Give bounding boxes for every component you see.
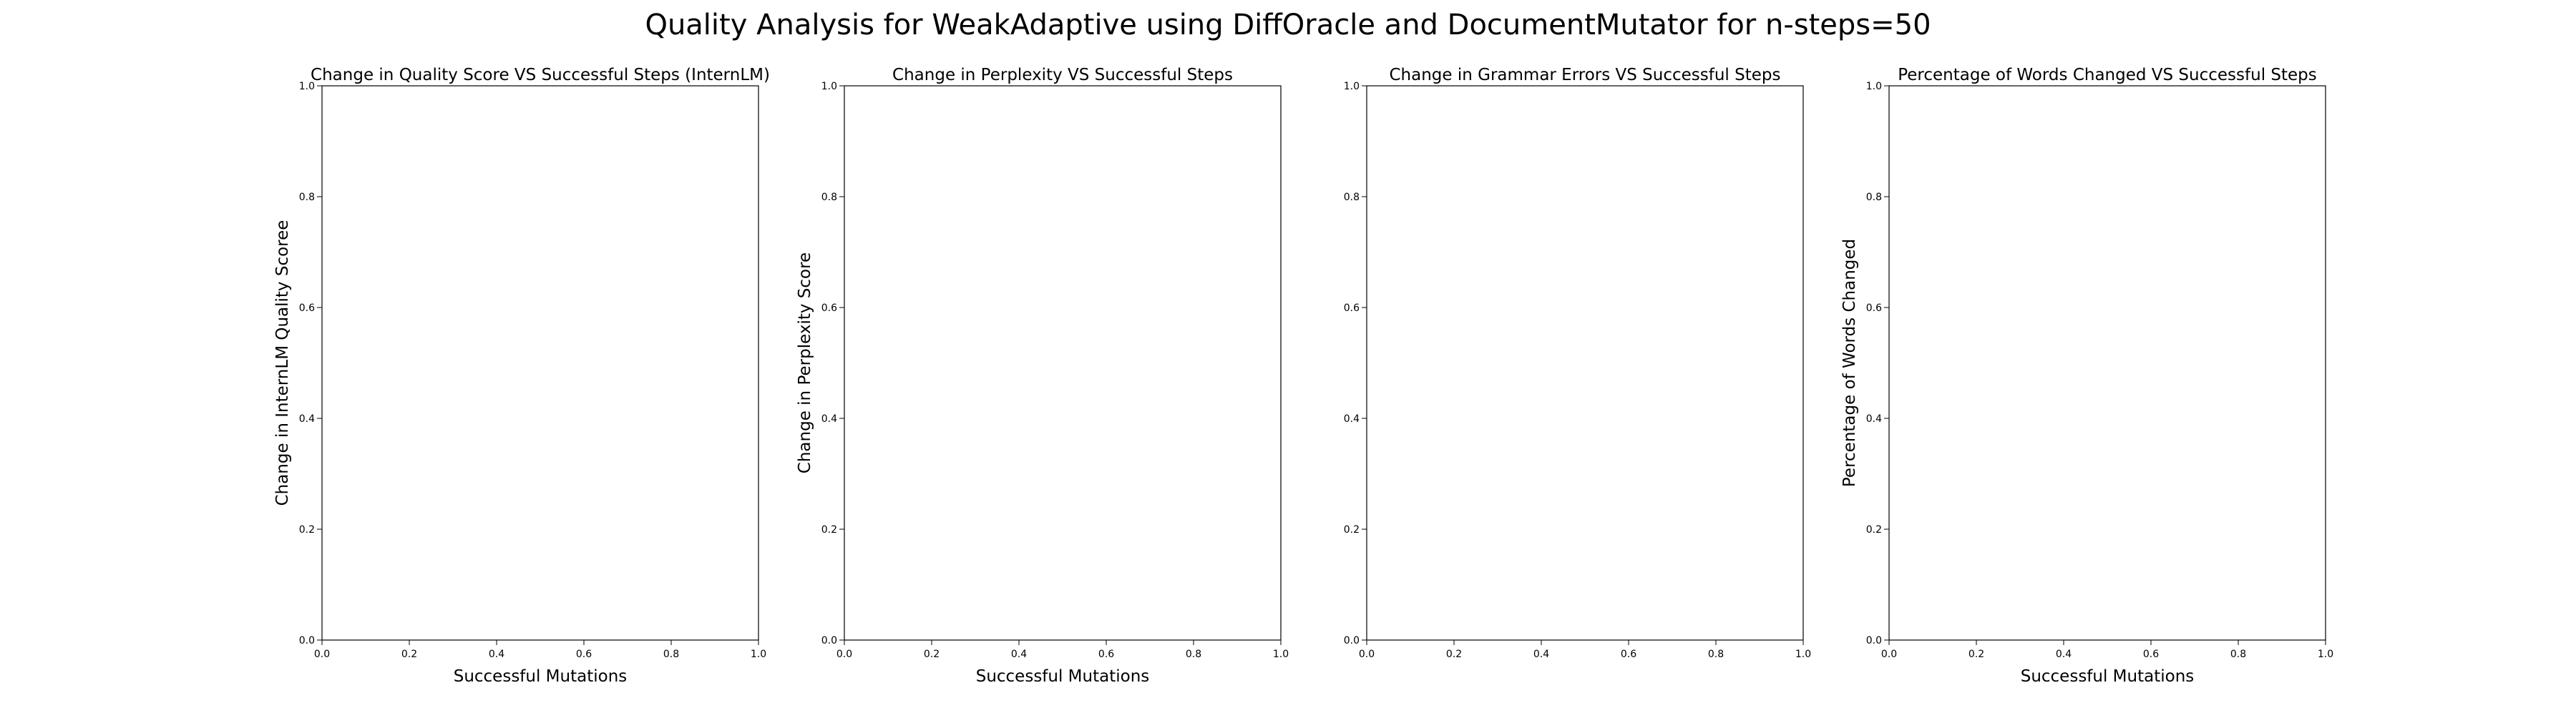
figure-suptitle: Quality Analysis for WeakAdaptive using … xyxy=(645,9,1931,41)
y-tick-label: 0.6 xyxy=(1344,303,1360,314)
x-tick-label: 0.8 xyxy=(1708,649,1724,660)
y-tick-label: 0.8 xyxy=(1866,192,1882,203)
y-tick-label: 0.2 xyxy=(299,524,315,536)
x-tick-label: 0.6 xyxy=(1098,649,1114,660)
y-tick-label: 0.8 xyxy=(821,192,837,203)
axes-frame xyxy=(1888,85,2326,641)
axes-title: Change in Perplexity VS Successful Steps xyxy=(892,66,1233,84)
x-tick-label: 0.2 xyxy=(924,649,940,660)
axes-frame xyxy=(321,85,759,641)
y-tick-label: 0.6 xyxy=(821,303,837,314)
y-axis-label: Change in Perplexity Score xyxy=(796,252,814,473)
x-tick-label: 0.4 xyxy=(489,649,504,660)
y-tick-label: 0.4 xyxy=(299,413,315,425)
x-tick-label: 0.0 xyxy=(1881,649,1897,660)
x-tick-label: 0.2 xyxy=(401,649,417,660)
x-tick-label: 0.6 xyxy=(576,649,592,660)
x-tick-label: 0.0 xyxy=(1359,649,1375,660)
x-tick-label: 1.0 xyxy=(2318,649,2333,660)
y-tick-label: 0.8 xyxy=(1344,192,1360,203)
x-tick-label: 0.4 xyxy=(2056,649,2072,660)
axes-title: Change in Quality Score VS Successful St… xyxy=(311,66,770,84)
y-tick-label: 0.4 xyxy=(1866,413,1882,425)
x-tick-label: 1.0 xyxy=(1273,649,1289,660)
y-tick-label: 0.6 xyxy=(1866,303,1882,314)
y-tick-label: 0.0 xyxy=(299,635,315,646)
x-tick-label: 0.0 xyxy=(836,649,852,660)
subplot-2: 0.0 0.2 0.4 0.6 0.8 1.0 0.0 0.2 0.4 0.6 0.8 1.0 Chan… xyxy=(796,66,1289,686)
subplots: 0.0 0.2 0.4 0.6 0.8 1.00.00.20.40.60.81.0Chan… xyxy=(273,66,2333,686)
x-tick-label: 0.4 xyxy=(1533,649,1549,660)
y-tick-label: 1.0 xyxy=(299,81,315,92)
y-tick-label: 0.6 xyxy=(299,303,315,314)
x-tick-label: 0.6 xyxy=(2143,649,2159,660)
y-tick-label: 0.0 xyxy=(821,635,837,646)
axes-title: Change in Grammar Errors VS Successful S… xyxy=(1389,66,1780,84)
x-tick-label: 0.6 xyxy=(1621,649,1636,660)
x-tick-label: 0.8 xyxy=(2230,649,2246,660)
x-tick-label: 0.8 xyxy=(663,649,679,660)
y-tick-label: 1.0 xyxy=(821,81,837,92)
x-tick-label: 1.0 xyxy=(751,649,766,660)
axes-title: Percentage of Words Changed VS Successfu… xyxy=(1898,66,2317,84)
y-tick-label: 0.2 xyxy=(1344,524,1360,536)
x-tick-label: 0.4 xyxy=(1011,649,1027,660)
y-tick-label: 0.2 xyxy=(1866,524,1882,536)
y-axis-label: Change in InternLM Quality Scoree xyxy=(273,220,292,506)
x-axis-label: Successful Mutations xyxy=(976,667,1150,686)
x-tick-label: 1.0 xyxy=(1795,649,1811,660)
x-tick-label: 0.2 xyxy=(1446,649,1462,660)
axes-frame xyxy=(1366,85,1804,641)
x-tick-label: 0.0 xyxy=(314,649,330,660)
y-tick-label: 0.8 xyxy=(299,192,315,203)
x-tick-label: 0.2 xyxy=(1968,649,1984,660)
y-tick-label: 1.0 xyxy=(1866,81,1882,92)
x-tick-label: 0.8 xyxy=(1186,649,1201,660)
y-axis-label: Percentage of Words Changed xyxy=(1840,239,1859,487)
y-tick-label: 0.0 xyxy=(1344,635,1360,646)
y-tick-label: 0.4 xyxy=(821,413,837,425)
y-tick-label: 0.2 xyxy=(821,524,837,536)
x-axis-label: Successful Mutations xyxy=(2021,667,2195,686)
subplot-1: 0.0 0.2 0.4 0.6 0.8 1.00.00.20.40.60.81.0Chan… xyxy=(273,66,770,686)
subplot-3: 0.0 0.2 0.4 0.6 0.8 1.0 0.0 0.2 0.4 0.6 0.8 1.0 Chan… xyxy=(1344,66,1811,660)
axes-frame xyxy=(844,85,1282,641)
y-tick-label: 0.0 xyxy=(1866,635,1882,646)
subplot-4: 0.0 0.2 0.4 0.6 0.8 1.0 0.0 0.2 0.4 0.6 0.8 1.0 Perc… xyxy=(1840,66,2333,686)
x-axis-label: Successful Mutations xyxy=(454,667,628,686)
y-tick-label: 0.4 xyxy=(1344,413,1360,425)
y-tick-label: 1.0 xyxy=(1344,81,1360,92)
